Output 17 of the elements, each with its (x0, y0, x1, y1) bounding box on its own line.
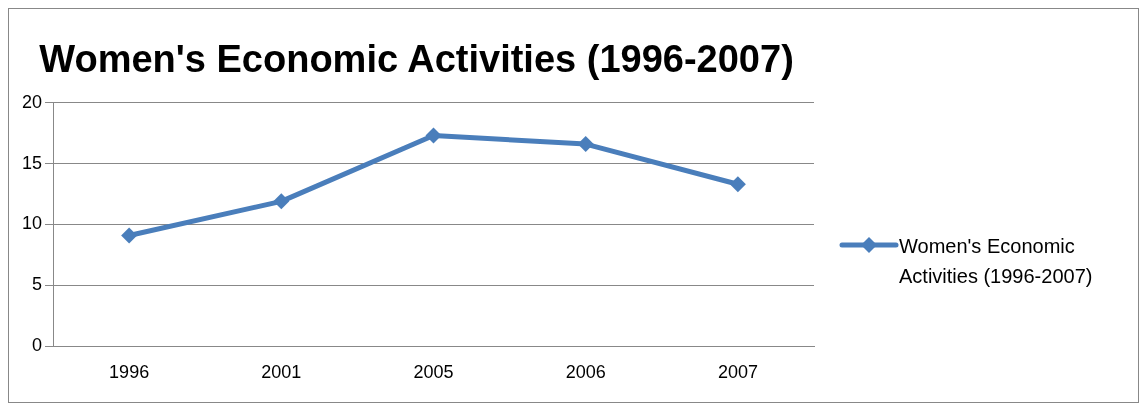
point (729, 176, 746, 193)
y-tick-label: 10 (21, 213, 43, 234)
chart-title: Women's Economic Activities (1996-2007) (39, 38, 794, 81)
point (121, 227, 138, 244)
y-tick-label: 0 (32, 335, 43, 356)
point (273, 193, 290, 210)
x-tick-label: 2005 (413, 362, 454, 383)
point (425, 127, 442, 144)
x-tick-label: 1996 (109, 362, 150, 383)
y-tick-label: 15 (21, 152, 43, 173)
y-tick-label: 20 (21, 91, 43, 112)
x-tick-label: 2007 (717, 362, 758, 383)
point (577, 136, 594, 153)
legend-label: Women's Economic Activities (1996-2007) (899, 234, 1094, 289)
x-tick-label: 2006 (565, 362, 606, 383)
x-tick-label: 2001 (261, 362, 302, 383)
y-tick-label: 5 (32, 274, 43, 295)
